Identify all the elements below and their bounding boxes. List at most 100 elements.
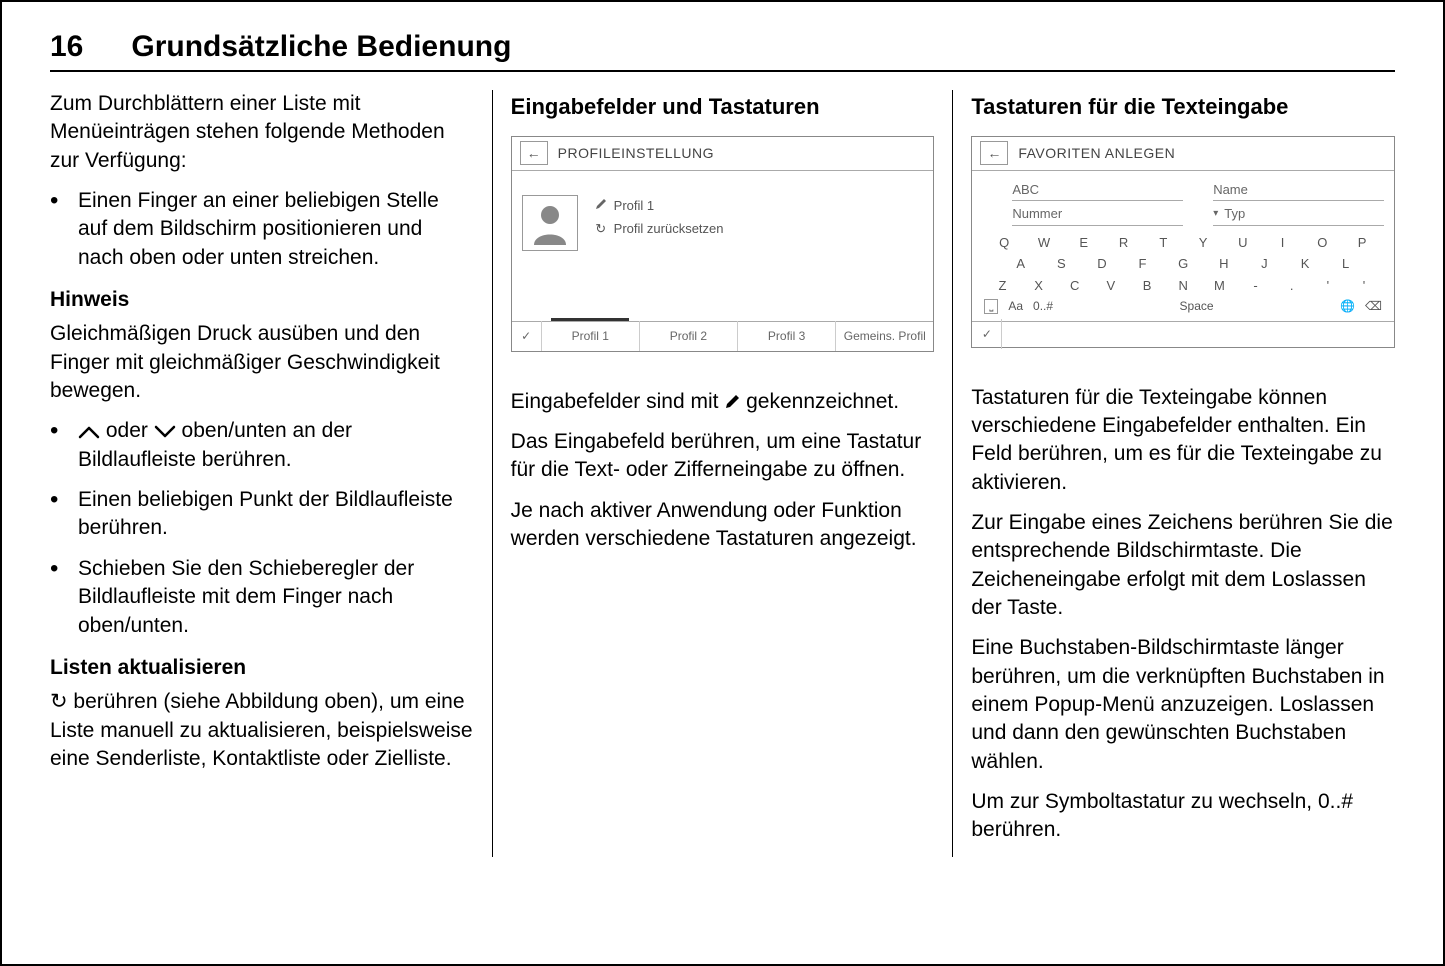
sub-body: ↻ berühren (siehe Abbildung oben), um ei…	[50, 688, 474, 773]
confirm-button[interactable]: ✓	[972, 319, 1002, 349]
key[interactable]: C	[1057, 277, 1093, 295]
key[interactable]: T	[1143, 234, 1183, 252]
field-row-1: ABC Name	[1012, 179, 1384, 202]
intro-paragraph: Zum Durchblättern einer Liste mit Menüei…	[50, 90, 474, 175]
page-number: 16	[50, 30, 83, 64]
key[interactable]: O	[1302, 234, 1342, 252]
profile-lines: Profil 1 ↻ Profil zurücksetzen	[592, 191, 924, 244]
profile-reset-label: Profil zurücksetzen	[614, 220, 724, 238]
chevron-down-icon	[154, 425, 176, 439]
key[interactable]: G	[1163, 255, 1204, 273]
col3-p1: Tastaturen für die Texteingabe können ve…	[971, 384, 1395, 497]
key[interactable]: U	[1223, 234, 1263, 252]
key-numeric[interactable]: 0..#	[1033, 298, 1053, 314]
tab-profile-shared[interactable]: Gemeins. Profil	[836, 321, 933, 351]
column-3: Tastaturen für die Texteingabe ← FAVORIT…	[953, 90, 1395, 857]
keyboard-row-2: A S D F G H J K L	[982, 253, 1384, 275]
reset-icon: ↻	[592, 220, 610, 238]
figure-footer: ✓	[972, 321, 1394, 347]
col2-p3: Je nach aktiver Anwendung oder Funktion …	[511, 497, 935, 554]
key-mode[interactable]: ⎵	[984, 299, 998, 315]
field-name[interactable]: Name	[1213, 179, 1384, 202]
figure-title: FAVORITEN ANLEGEN	[1018, 144, 1175, 163]
col2-p1: Eingabefelder sind mit gekennzeichnet.	[511, 388, 935, 416]
figure-header: ← FAVORITEN ANLEGEN	[972, 137, 1394, 171]
key[interactable]: Y	[1183, 234, 1223, 252]
confirm-button[interactable]: ✓	[512, 321, 542, 351]
dropdown-icon: ▾	[1213, 207, 1218, 221]
profile-name: Profil 1	[614, 197, 654, 215]
figure-footer: ✓ Profil 1 Profil 2 Profil 3 Gemeins. Pr…	[512, 321, 934, 351]
tab-profile-3[interactable]: Profil 3	[738, 321, 836, 351]
key[interactable]: -	[1237, 277, 1273, 295]
key[interactable]: A	[1000, 255, 1041, 273]
pencil-icon	[724, 394, 740, 410]
bullet-text: Einen Finger an einer beliebigen Stelle …	[78, 187, 474, 272]
key-space[interactable]: Space	[1063, 298, 1330, 314]
tab-profile-2[interactable]: Profil 2	[640, 321, 738, 351]
tab-profile-1[interactable]: Profil 1	[542, 321, 640, 351]
keyboard-function-row: ⎵ Aa 0..# Space 🌐 ⌫	[982, 296, 1384, 316]
bullet-list-1: Einen Finger an einer beliebigen Stelle …	[50, 187, 474, 272]
col2-heading: Eingabefelder und Tastaturen	[511, 92, 935, 122]
columns: Zum Durchblättern einer Liste mit Menüei…	[50, 90, 1395, 857]
key-globe[interactable]: 🌐	[1340, 298, 1355, 314]
key[interactable]: .	[1274, 277, 1310, 295]
profile-reset-row[interactable]: ↻ Profil zurücksetzen	[592, 220, 924, 238]
key[interactable]: Z	[984, 277, 1020, 295]
key[interactable]: I	[1263, 234, 1303, 252]
avatar-placeholder[interactable]	[522, 195, 578, 251]
note-heading: Hinweis	[50, 286, 474, 314]
bullet-text: Schieben Sie den Schieberegler der Bildl…	[78, 555, 474, 640]
key[interactable]: N	[1165, 277, 1201, 295]
pencil-icon	[592, 197, 610, 215]
bullet-text: oder oben/unten an der Bildlaufleiste be…	[78, 417, 474, 474]
key[interactable]: R	[1104, 234, 1144, 252]
key[interactable]: Q	[984, 234, 1024, 252]
key[interactable]: H	[1203, 255, 1244, 273]
field-row-2: Nummer ▾ Typ	[1012, 203, 1384, 226]
figure-header: ← PROFILEINSTELLUNG	[512, 137, 934, 171]
figure-keyboard: ← FAVORITEN ANLEGEN ABC Name Nummer ▾ Ty…	[971, 136, 1395, 348]
bullet-mid-text: oder	[100, 419, 154, 442]
key[interactable]: L	[1325, 255, 1366, 273]
field-abc[interactable]: ABC	[1012, 179, 1183, 202]
back-button[interactable]: ←	[980, 141, 1008, 165]
key[interactable]: M	[1201, 277, 1237, 295]
key[interactable]: S	[1041, 255, 1082, 273]
key[interactable]: V	[1093, 277, 1129, 295]
key[interactable]: '	[1346, 277, 1382, 295]
page-title: Grundsätzliche Bedienung	[131, 30, 511, 64]
col2-p2: Das Eingabefeld berühren, um eine Tastat…	[511, 428, 935, 485]
profile-edit-row[interactable]: Profil 1	[592, 197, 924, 215]
bullet-text: Einen beliebigen Punkt der Bildlaufleist…	[78, 486, 474, 543]
person-icon	[530, 201, 570, 245]
figure-title: PROFILEINSTELLUNG	[558, 144, 714, 163]
key[interactable]: W	[1024, 234, 1064, 252]
key-backspace[interactable]: ⌫	[1365, 298, 1382, 314]
key[interactable]: B	[1129, 277, 1165, 295]
list-item: oder oben/unten an der Bildlaufleiste be…	[50, 417, 474, 474]
column-2: Eingabefelder und Tastaturen ← PROFILEIN…	[493, 90, 954, 857]
col3-heading: Tastaturen für die Texteingabe	[971, 92, 1395, 122]
figure-body: ABC Name Nummer ▾ Typ Q W E R	[972, 171, 1394, 321]
key[interactable]: X	[1021, 277, 1057, 295]
keyboard: Q W E R T Y U I O P A S D	[982, 232, 1384, 317]
col3-p4: Um zur Symboltastatur zu wechseln, 0..# …	[971, 788, 1395, 845]
chevron-up-icon	[78, 425, 100, 439]
key[interactable]: F	[1122, 255, 1163, 273]
key[interactable]: '	[1310, 277, 1346, 295]
figure-profile-settings: ← PROFILEINSTELLUNG Profil 1	[511, 136, 935, 352]
p1a-text: Eingabefelder sind mit	[511, 390, 725, 413]
key-shift[interactable]: Aa	[1008, 298, 1023, 314]
key[interactable]: P	[1342, 234, 1382, 252]
field-typ-label: Typ	[1224, 205, 1245, 223]
field-nummer[interactable]: Nummer	[1012, 203, 1183, 226]
key[interactable]: K	[1285, 255, 1326, 273]
key[interactable]: E	[1064, 234, 1104, 252]
key[interactable]: J	[1244, 255, 1285, 273]
figure-body: Profil 1 ↻ Profil zurücksetzen	[512, 171, 934, 321]
back-button[interactable]: ←	[520, 141, 548, 165]
field-typ[interactable]: ▾ Typ	[1213, 203, 1384, 226]
key[interactable]: D	[1082, 255, 1123, 273]
